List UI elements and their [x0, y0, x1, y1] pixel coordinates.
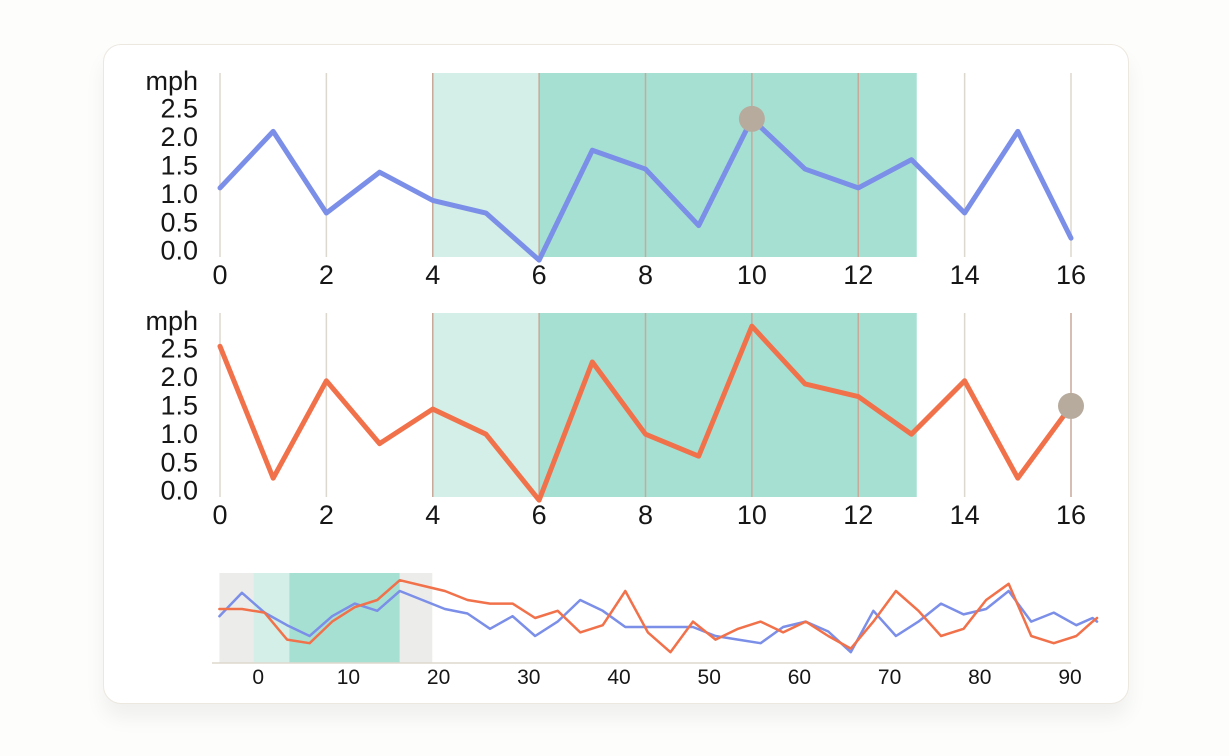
svg-text:16: 16 — [1056, 260, 1086, 290]
svg-text:1.5: 1.5 — [160, 390, 198, 420]
svg-text:1.0: 1.0 — [160, 179, 198, 209]
svg-text:0: 0 — [212, 260, 227, 290]
svg-text:10: 10 — [737, 500, 767, 530]
svg-text:mph: mph — [145, 306, 198, 336]
svg-text:10: 10 — [337, 666, 360, 689]
svg-text:50: 50 — [698, 666, 721, 689]
svg-text:0.5: 0.5 — [160, 207, 198, 237]
svg-text:12: 12 — [843, 260, 873, 290]
svg-text:2: 2 — [319, 260, 334, 290]
svg-text:0: 0 — [252, 666, 264, 689]
svg-text:20: 20 — [427, 666, 450, 689]
svg-text:8: 8 — [638, 260, 653, 290]
svg-text:14: 14 — [950, 500, 980, 530]
svg-text:2.5: 2.5 — [160, 334, 198, 364]
svg-text:2.0: 2.0 — [160, 362, 198, 392]
svg-text:mph: mph — [145, 66, 198, 96]
svg-text:16: 16 — [1056, 500, 1086, 530]
svg-text:2.5: 2.5 — [160, 94, 198, 124]
svg-text:6: 6 — [532, 260, 547, 290]
svg-text:10: 10 — [737, 260, 767, 290]
svg-text:70: 70 — [878, 666, 901, 689]
svg-text:8: 8 — [638, 500, 653, 530]
svg-text:0.0: 0.0 — [160, 236, 198, 266]
svg-text:90: 90 — [1058, 666, 1081, 689]
svg-text:0: 0 — [212, 500, 227, 530]
svg-text:2: 2 — [319, 500, 334, 530]
svg-text:40: 40 — [607, 666, 630, 689]
svg-text:14: 14 — [950, 260, 980, 290]
svg-text:4: 4 — [425, 260, 440, 290]
svg-text:6: 6 — [532, 500, 547, 530]
svg-text:1.5: 1.5 — [160, 150, 198, 180]
svg-text:0.5: 0.5 — [160, 447, 198, 477]
svg-text:0.0: 0.0 — [160, 476, 198, 506]
svg-text:2.0: 2.0 — [160, 122, 198, 152]
svg-text:30: 30 — [517, 666, 540, 689]
svg-text:4: 4 — [425, 500, 440, 530]
svg-text:80: 80 — [968, 666, 991, 689]
svg-text:60: 60 — [788, 666, 811, 689]
svg-text:12: 12 — [843, 500, 873, 530]
svg-text:1.0: 1.0 — [160, 419, 198, 449]
